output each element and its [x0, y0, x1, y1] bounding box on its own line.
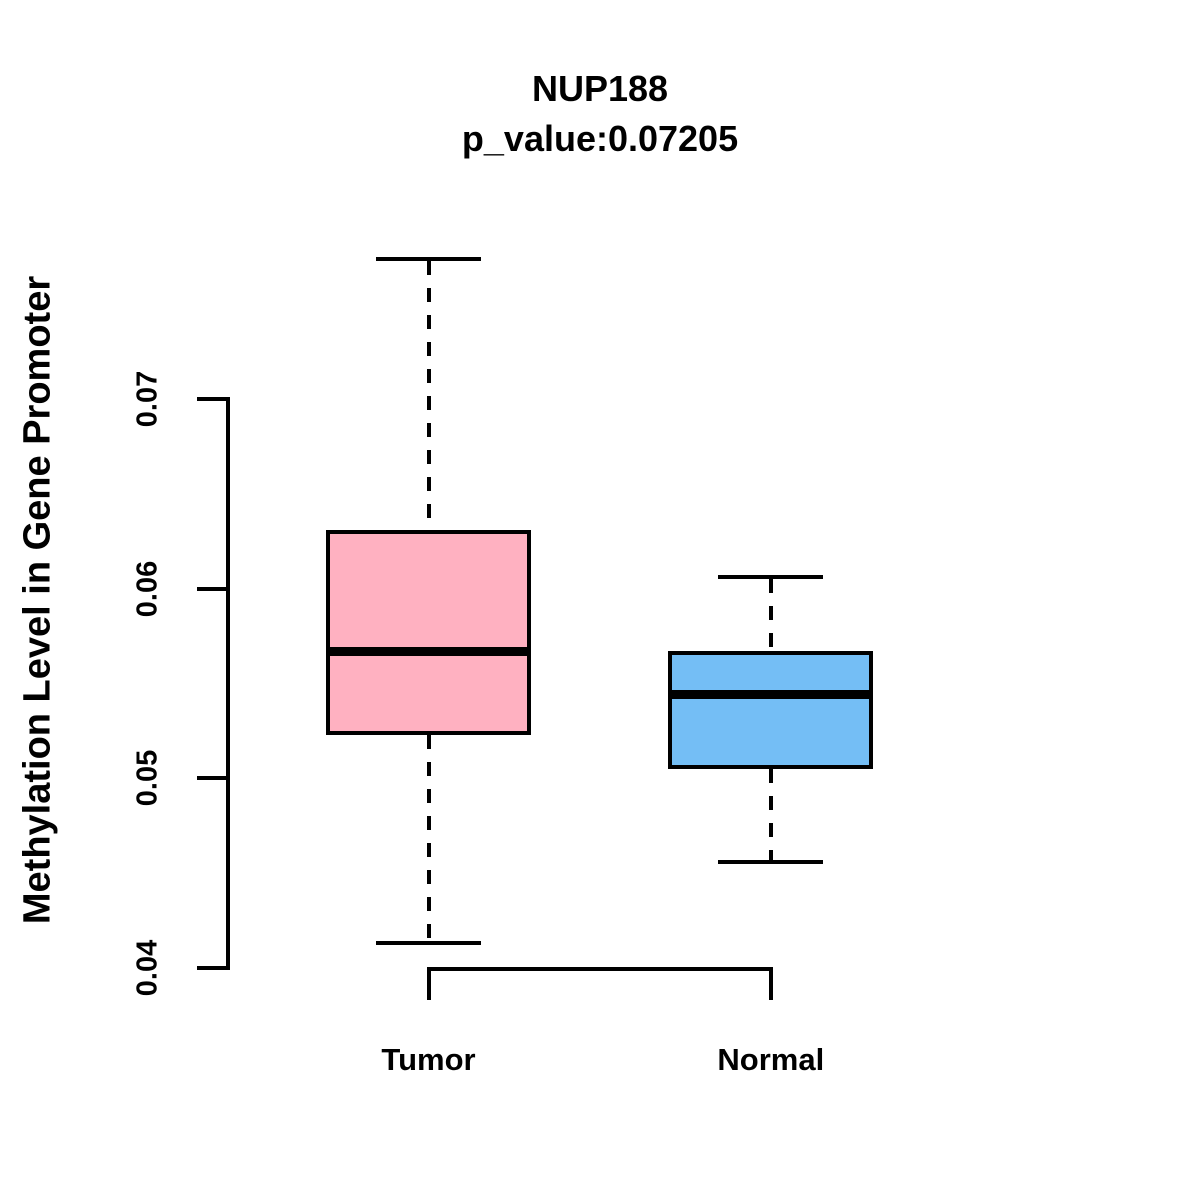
whisker-cap-upper-tumor: [376, 256, 481, 261]
whisker-cap-lower-tumor: [376, 941, 481, 946]
y-axis-tick-label: 0.04: [131, 939, 164, 996]
y-axis-tick: [197, 965, 226, 970]
y-axis-line: [226, 397, 230, 970]
whisker-upper-normal: [768, 579, 773, 651]
y-axis-tick: [197, 397, 226, 401]
y-axis-tick-label: 0.06: [131, 560, 164, 617]
whisker-upper-tumor: [426, 260, 431, 530]
x-axis-line: [426, 967, 773, 972]
median-tumor: [326, 646, 531, 656]
whisker-lower-tumor: [426, 734, 431, 942]
whisker-lower-normal: [768, 768, 773, 860]
x-axis-tick: [426, 967, 431, 1001]
x-axis-category-label-normal: Normal: [717, 1042, 825, 1077]
y-axis-tick: [197, 776, 226, 781]
y-axis-tick-label: 0.07: [131, 370, 164, 428]
y-axis-tick-label: 0.05: [131, 749, 164, 807]
whisker-cap-upper-normal: [718, 575, 824, 580]
box-normal: [668, 651, 874, 769]
x-axis-category-label-tumor: Tumor: [381, 1042, 476, 1077]
chart-title: NUP188: [531, 68, 669, 109]
whisker-cap-lower-normal: [718, 859, 824, 864]
box-tumor: [326, 529, 531, 735]
chart-subtitle: p_value:0.07205: [461, 118, 739, 159]
median-normal: [668, 690, 874, 700]
y-axis-label: Methylation Level in Gene Promoter: [16, 275, 59, 925]
chart-title-block: NUP188 p_value:0.07205: [0, 64, 1200, 164]
x-axis-tick: [768, 967, 773, 1001]
y-axis-tick: [197, 586, 226, 591]
